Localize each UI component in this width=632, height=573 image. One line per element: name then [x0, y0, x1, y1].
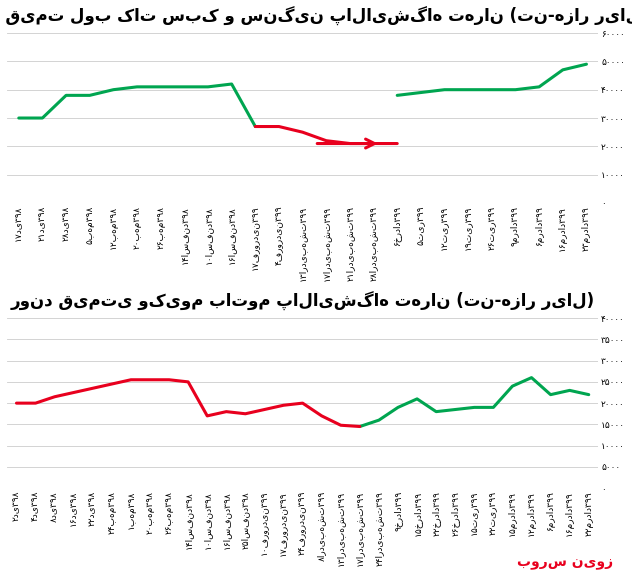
Title: روند قیمتی وکیوم باتوم پالایشگاه تهران (تن-هزار ریال): روند قیمتی وکیوم باتوم پالایشگاه تهران (… [11, 292, 595, 311]
Text: بورس نیوز: بورس نیوز [517, 556, 613, 570]
Title: روند قیمت لوب کات سبک و سنگین پالایشگاه تهران (تن-هزار ریال): روند قیمت لوب کات سبک و سنگین پالایشگاه … [0, 7, 632, 26]
